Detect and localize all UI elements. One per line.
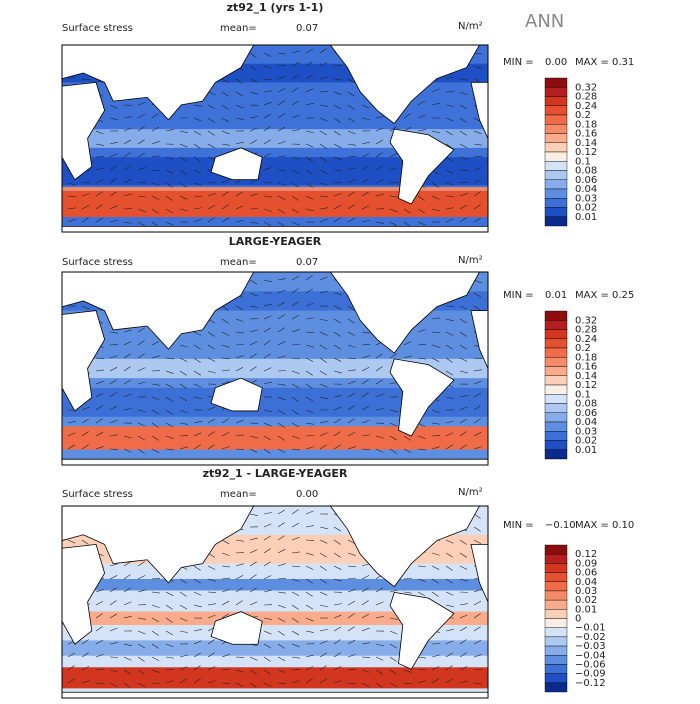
colorbar-swatch <box>545 628 567 637</box>
colorbar-swatch <box>545 357 567 366</box>
colorbar-swatch <box>545 106 567 115</box>
colorbar-swatch <box>545 646 567 655</box>
panel-title: zt92_1 - LARGE-YEAGER <box>203 467 348 480</box>
colorbar-swatch <box>545 582 567 591</box>
colorbar-swatch <box>545 573 567 582</box>
min-label: MIN = <box>503 290 534 301</box>
colorbar-swatch <box>545 545 567 554</box>
mean-value: 0.00 <box>296 489 318 500</box>
colorbar-swatch <box>545 367 567 376</box>
colorbar-swatch <box>545 330 567 339</box>
max-value: 0.10 <box>612 520 634 531</box>
mean-label: mean= <box>220 489 257 500</box>
colorbar-swatch <box>545 591 567 600</box>
panel-title: zt92_1 (yrs 1-1) <box>227 1 324 14</box>
colorbar-swatch <box>545 450 567 459</box>
land <box>62 226 488 232</box>
colorbar-swatch <box>545 404 567 413</box>
units-label: N/m² <box>458 255 483 266</box>
min-label: MIN = <box>503 57 534 68</box>
colorbar-swatch <box>545 320 567 329</box>
colorbar-swatch <box>545 376 567 385</box>
mean-label: mean= <box>220 257 257 268</box>
units-label: N/m² <box>458 487 483 498</box>
mean-value: 0.07 <box>296 23 318 34</box>
colorbar-label: −0.12 <box>575 678 606 689</box>
colorbar-swatch <box>545 441 567 450</box>
colorbar-label: 0.01 <box>575 445 597 456</box>
colorbar-swatch <box>545 311 567 320</box>
colorbar-swatch <box>545 124 567 133</box>
colorbar-swatch <box>545 115 567 124</box>
min-label: MIN = <box>503 520 534 531</box>
colorbar-swatch <box>545 171 567 180</box>
colorbar-swatch <box>545 152 567 161</box>
colorbar-swatch <box>545 431 567 440</box>
land <box>62 692 488 698</box>
colorbar-swatch <box>545 683 567 692</box>
colorbar-swatch <box>545 78 567 87</box>
variable-label: Surface stress <box>62 23 133 34</box>
season-label: ANN <box>525 11 564 32</box>
colorbar-swatch <box>545 134 567 143</box>
max-label: MAX = <box>575 290 609 301</box>
colorbar-swatch <box>545 554 567 563</box>
colorbar-swatch <box>545 655 567 664</box>
mean-value: 0.07 <box>296 257 318 268</box>
colorbar-swatch <box>545 189 567 198</box>
mean-label: mean= <box>220 23 257 34</box>
colorbar-swatch <box>545 422 567 431</box>
colorbar-swatch <box>545 198 567 207</box>
colorbar-swatch <box>545 97 567 106</box>
min-value: 0.00 <box>545 57 567 68</box>
colorbar-swatch <box>545 339 567 348</box>
colorbar-swatch <box>545 348 567 357</box>
min-value: 0.01 <box>545 290 567 301</box>
colorbar-swatch <box>545 637 567 646</box>
colorbar-swatch <box>545 87 567 96</box>
colorbar-swatch <box>545 385 567 394</box>
max-value: 0.31 <box>612 57 634 68</box>
variable-label: Surface stress <box>62 489 133 500</box>
colorbar-swatch <box>545 619 567 628</box>
ocean-field <box>62 579 488 591</box>
ocean-field <box>62 667 488 688</box>
colorbar-label: 0.01 <box>575 212 597 223</box>
colorbar-swatch <box>545 664 567 673</box>
units-label: N/m² <box>458 21 483 32</box>
colorbar-swatch <box>545 180 567 189</box>
colorbar-swatch <box>545 143 567 152</box>
min-value: −0.10 <box>545 520 576 531</box>
colorbar-swatch <box>545 609 567 618</box>
colorbar-swatch <box>545 208 567 217</box>
variable-label: Surface stress <box>62 257 133 268</box>
colorbar-swatch <box>545 600 567 609</box>
colorbar-swatch <box>545 394 567 403</box>
max-label: MAX = <box>575 520 609 531</box>
colorbar-swatch <box>545 413 567 422</box>
colorbar-swatch <box>545 674 567 683</box>
colorbar-swatch <box>545 217 567 226</box>
colorbar-swatch <box>545 161 567 170</box>
max-value: 0.25 <box>612 290 634 301</box>
land <box>62 459 488 465</box>
ocean-field <box>62 191 488 217</box>
panel-title: LARGE-YEAGER <box>229 235 322 248</box>
ocean-field <box>62 187 488 191</box>
max-label: MAX = <box>575 57 609 68</box>
colorbar-swatch <box>545 563 567 572</box>
